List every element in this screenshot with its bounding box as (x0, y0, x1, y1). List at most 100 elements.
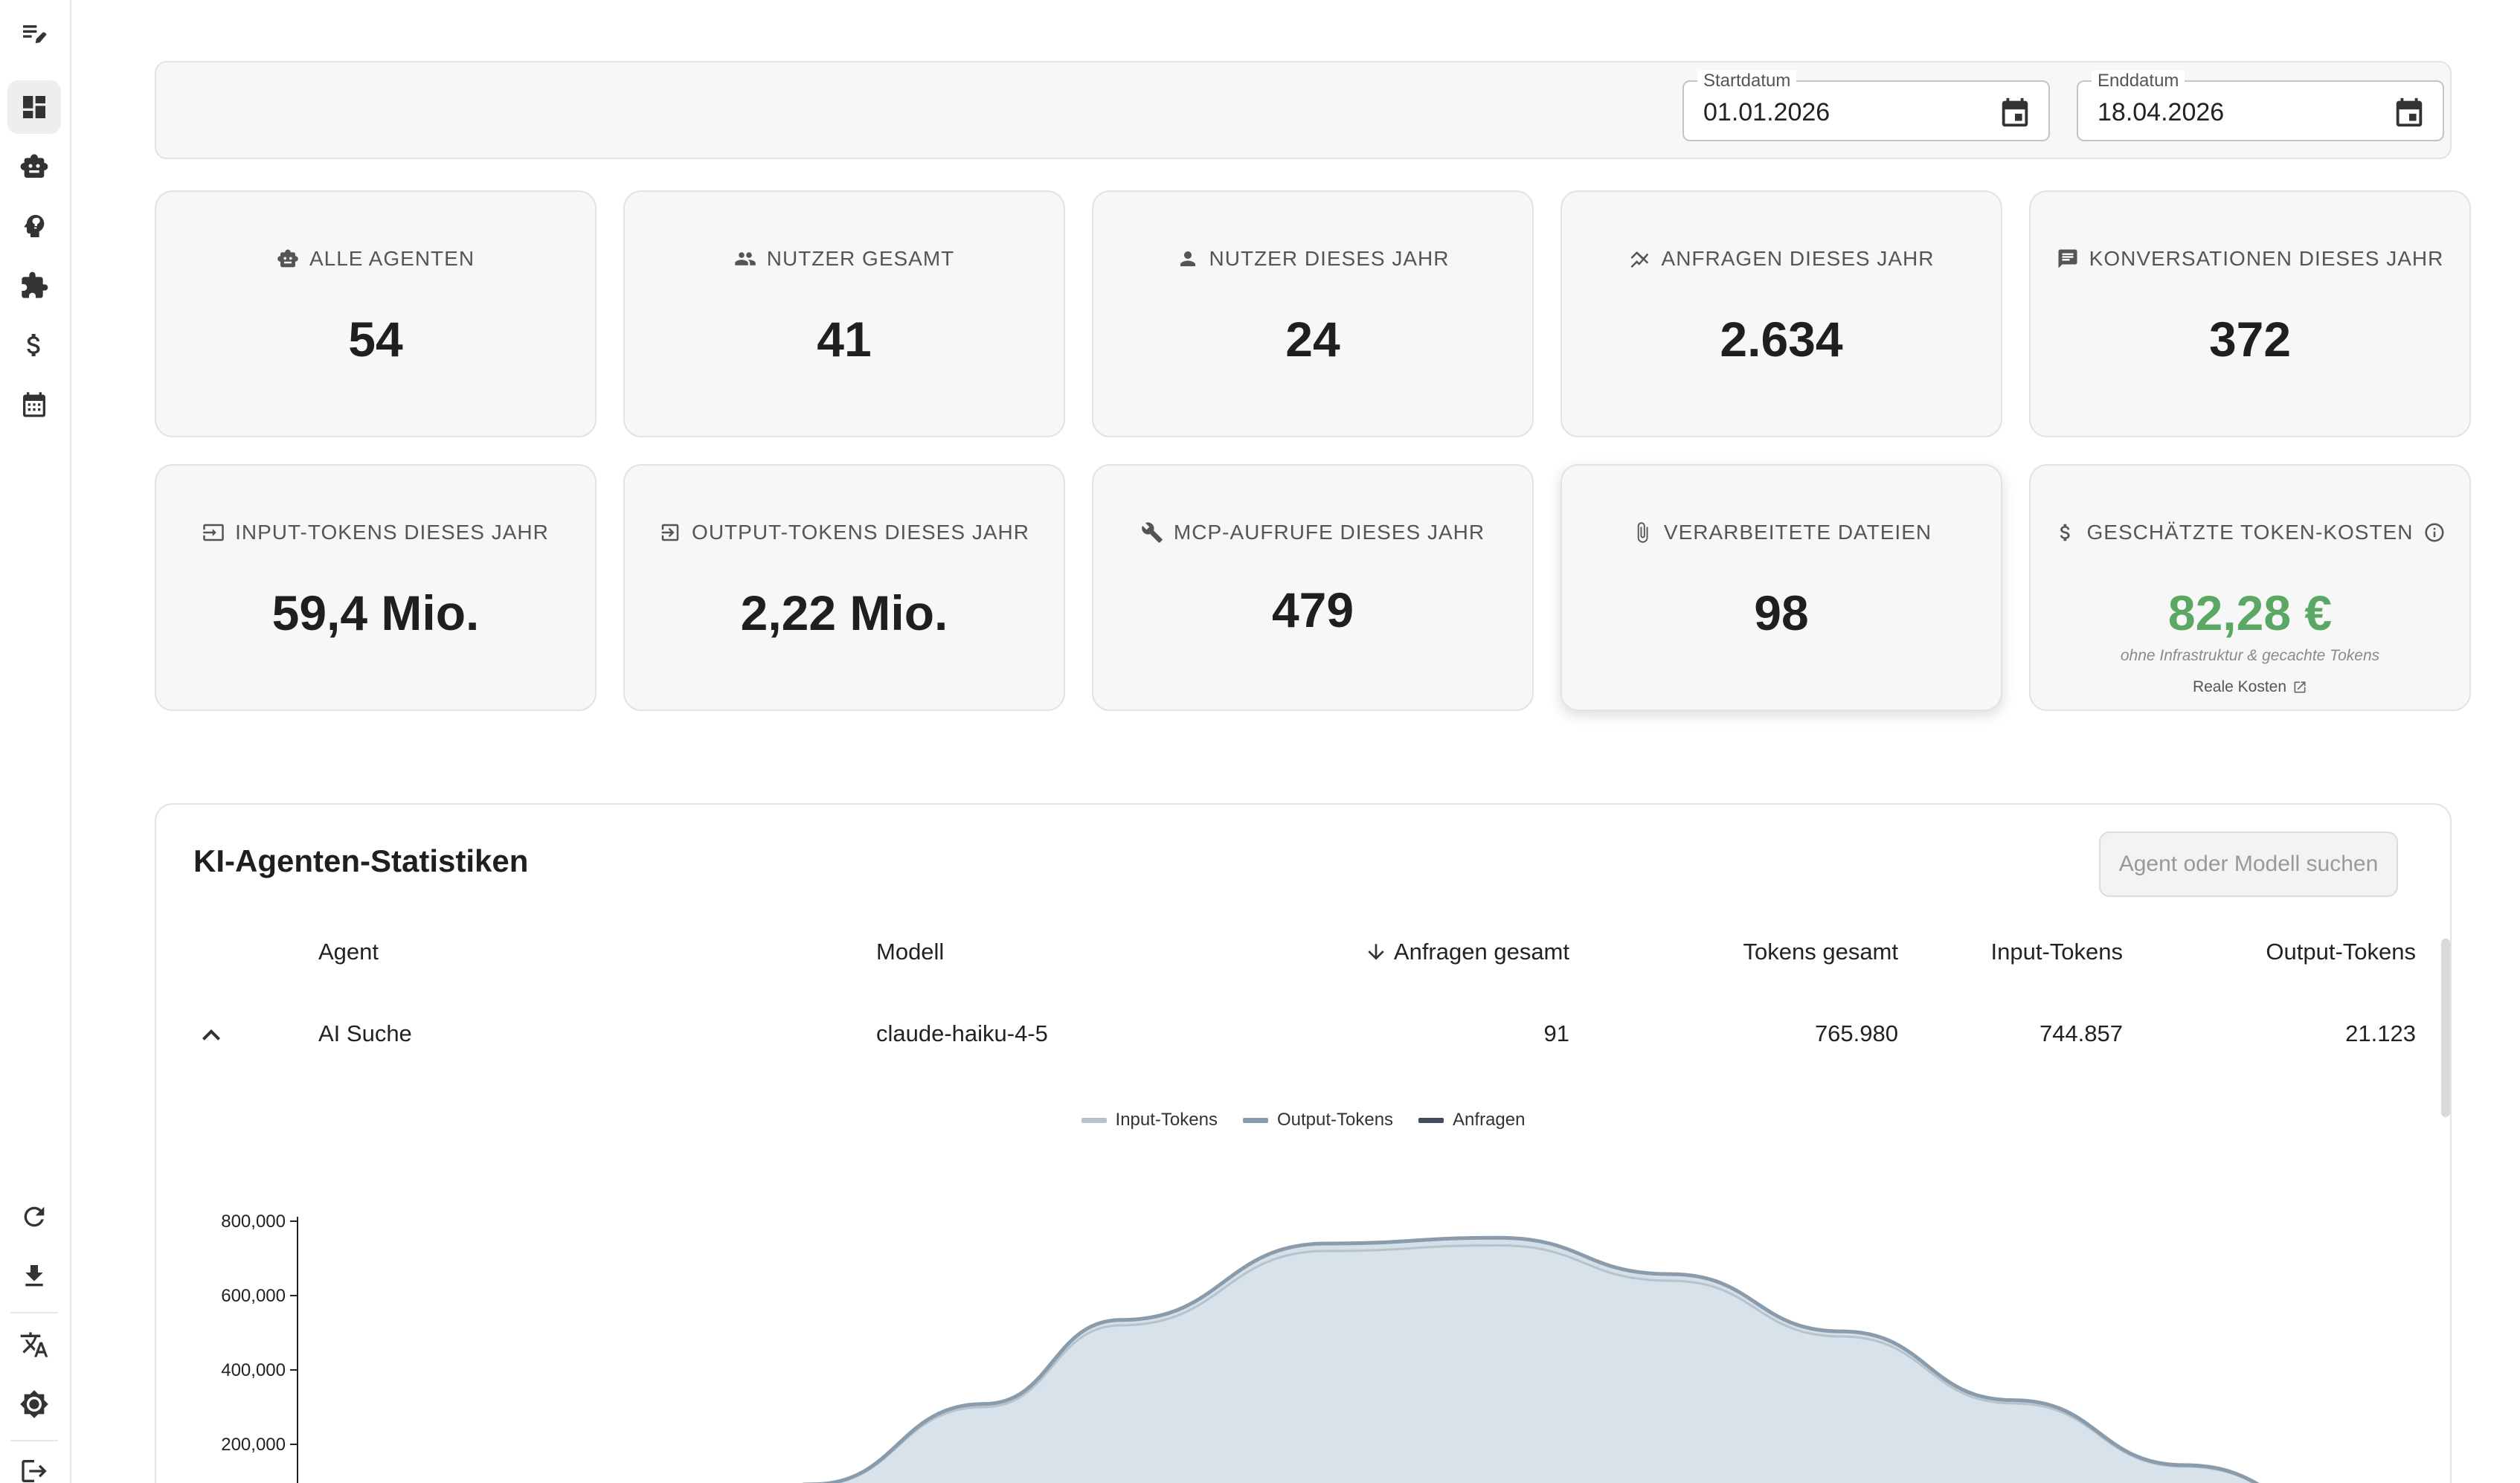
stat-value: 479 (1271, 582, 1354, 637)
stat-card-output-tokens: OUTPUT-TOKENS DIESES JAHR 2,22 Mio. (623, 464, 1065, 711)
stat-title: ANFRAGEN DIESES JAHR (1661, 247, 1935, 270)
wrench-icon (1142, 522, 1163, 543)
end-date-field[interactable]: Enddatum 18.04.2026 (2077, 71, 2444, 141)
stat-title: OUTPUT-TOKENS DIESES JAHR (692, 521, 1029, 544)
sidebar (0, 0, 71, 1483)
stat-card-input-tokens: INPUT-TOKENS DIESES JAHR 59,4 Mio. (155, 464, 597, 711)
agent-search-input[interactable]: Agent oder Modell suchen (2099, 831, 2398, 897)
stat-value: 24 (1285, 312, 1340, 367)
series-line-output-tokens (800, 1235, 2260, 1483)
stat-value: 98 (1754, 585, 1809, 640)
stat-title: VERARBEITETE DATEIEN (1663, 521, 1932, 544)
column-header-output-tokens[interactable]: Output-Tokens (2266, 939, 2416, 965)
start-date-label: Startdatum (1697, 71, 1797, 91)
legend-label: Anfragen (1453, 1110, 1526, 1130)
stat-card-processed-files: VERARBEITETE DATEIEN 98 (1560, 464, 2002, 711)
agent-stats-panel: KI-Agenten-Statistiken Agent oder Modell… (155, 803, 2452, 1483)
refresh-icon[interactable] (7, 1190, 61, 1244)
robot-icon (277, 249, 298, 268)
chart-legend: Input-Tokens Output-Tokens Anfragen (156, 1110, 2450, 1130)
legend-swatch (1081, 1117, 1107, 1123)
panel-title: KI-Agenten-Statistiken (193, 843, 529, 878)
start-date-value[interactable]: 01.01.2026 (1703, 98, 1830, 126)
cell-tokens-total: 765.980 (1814, 1020, 1898, 1046)
sidebar-divider (10, 1440, 58, 1441)
calendar-icon[interactable] (7, 378, 61, 431)
date-range-bar: Startdatum 01.01.2026 Enddatum 18.04.202… (155, 61, 2452, 159)
legend-label: Input-Tokens (1115, 1110, 1218, 1130)
stat-value: 2.634 (1720, 312, 1843, 367)
stat-value: 59,4 Mio. (271, 585, 480, 640)
stat-value: 372 (2208, 312, 2292, 367)
stat-value: 54 (348, 312, 403, 367)
start-date-field[interactable]: Startdatum 01.01.2026 (1682, 71, 2050, 141)
sidebar-divider (10, 1312, 58, 1313)
group-icon (734, 252, 756, 266)
legend-swatch (1242, 1117, 1268, 1123)
legend-item-input-tokens[interactable]: Input-Tokens (1081, 1110, 1218, 1130)
y-tick-label: 200,000 (221, 1435, 286, 1455)
column-header-label: Anfragen gesamt (1393, 939, 1569, 965)
dashboard-icon[interactable] (7, 80, 61, 134)
stat-title: NUTZER DIESES JAHR (1209, 247, 1450, 270)
trend-icon (1630, 251, 1648, 268)
chat-icon (2058, 249, 2077, 268)
legend-item-output-tokens[interactable]: Output-Tokens (1242, 1110, 1394, 1130)
translate-icon[interactable] (7, 1318, 61, 1371)
puzzle-icon[interactable] (7, 259, 61, 312)
stat-value: 2,22 Mio. (740, 585, 948, 640)
legend-item-requests[interactable]: Anfragen (1418, 1110, 1525, 1130)
collapse-row-button[interactable] (193, 1017, 229, 1053)
dollar-icon (2060, 524, 2070, 541)
cell-input-tokens: 744.857 (2039, 1020, 2123, 1046)
dollar-icon[interactable] (7, 318, 61, 372)
calendar-icon[interactable] (1998, 95, 2032, 129)
cell-requests: 91 (1543, 1020, 1569, 1046)
series-area-input-tokens (835, 1245, 2254, 1483)
stat-value: 41 (817, 312, 872, 367)
cost-note: ohne Infrastruktur & gecachte Tokens (2120, 647, 2380, 664)
series-line-input-tokens (828, 1244, 2257, 1483)
stat-title: KONVERSATIONEN DIESES JAHR (2089, 247, 2444, 270)
stat-title: ALLE AGENTEN (309, 247, 475, 270)
real-costs-label[interactable]: Reale Kosten (2192, 678, 2287, 695)
edit-list-icon[interactable] (7, 6, 61, 59)
output-icon (661, 524, 679, 541)
download-icon[interactable] (7, 1249, 61, 1303)
calendar-icon[interactable] (2392, 95, 2426, 129)
end-date-value[interactable]: 18.04.2026 (2098, 98, 2225, 126)
stat-card-users-year: NUTZER DIESES JAHR 24 (1092, 190, 1534, 437)
column-header-model[interactable]: Modell (876, 939, 945, 965)
y-tick-label: 400,000 (221, 1360, 286, 1380)
legend-label: Output-Tokens (1276, 1110, 1394, 1130)
stat-card-conversations-year: KONVERSATIONEN DIESES JAHR 372 (2029, 190, 2471, 437)
input-icon (203, 524, 224, 541)
stat-card-users-total: NUTZER GESAMT 41 (623, 190, 1065, 437)
column-header-input-tokens[interactable]: Input-Tokens (1990, 939, 2124, 965)
robot-icon[interactable] (7, 140, 61, 193)
end-date-label: Enddatum (2092, 71, 2185, 91)
lightbulb-icon[interactable] (7, 199, 61, 253)
column-header-tokens-total[interactable]: Tokens gesamt (1743, 939, 1899, 965)
info-icon[interactable] (2423, 521, 2446, 544)
stat-card-token-costs: GESCHÄTZTE TOKEN-KOSTEN 82,28 € ohne Inf… (2029, 464, 2471, 711)
external-link-icon[interactable] (2292, 680, 2307, 695)
arrow-down-icon (1368, 944, 1384, 960)
y-tick-label: 800,000 (221, 1212, 286, 1232)
stat-title: INPUT-TOKENS DIESES JAHR (235, 521, 549, 544)
stat-title: NUTZER GESAMT (766, 247, 955, 270)
stat-title: MCP-AUFRUFE DIESES JAHR (1173, 521, 1485, 544)
column-header-agent[interactable]: Agent (318, 939, 379, 965)
column-header-requests[interactable]: Anfragen gesamt (1364, 939, 1569, 965)
table-scrollbar[interactable] (2441, 939, 2450, 1117)
person-icon (1180, 251, 1195, 266)
real-costs-link[interactable]: Reale Kosten (2031, 678, 2469, 696)
stat-card-requests-year: ANFRAGEN DIESES JAHR 2.634 (1560, 190, 2002, 437)
logout-icon[interactable] (7, 1444, 61, 1483)
chevron-up-icon[interactable] (193, 1017, 229, 1053)
brightness-icon[interactable] (7, 1377, 61, 1431)
legend-swatch (1418, 1117, 1444, 1123)
stat-value: 82,28 € (2167, 585, 2333, 640)
stat-card-mcp-calls: MCP-AUFRUFE DIESES JAHR 479 (1092, 464, 1534, 711)
